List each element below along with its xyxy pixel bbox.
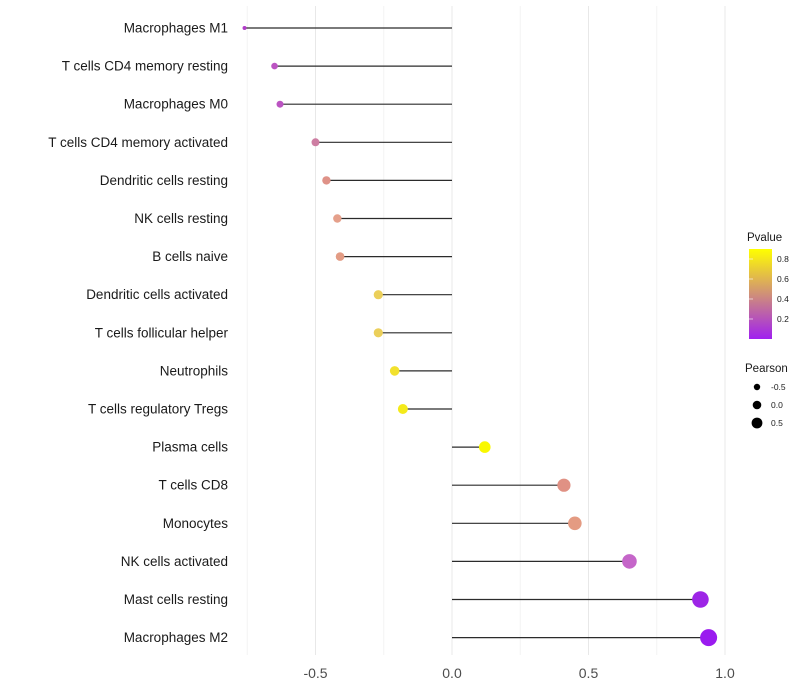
lollipop-point [478,441,491,453]
pearson-legend-dot [752,400,762,410]
lollipop-point [276,100,284,108]
y-axis-label: NK cells resting [134,211,228,226]
y-axis-label: T cells follicular helper [95,325,229,340]
lollipop-point [271,62,278,70]
y-axis-label: T cells CD4 memory activated [48,135,228,150]
pearson-legend-dot [751,417,763,429]
pearson-legend-label: 0.0 [771,400,783,410]
pvalue-colorbar [749,249,772,339]
lollipop-point [373,290,383,300]
pvalue-legend-title: Pvalue [747,232,782,244]
lollipop-point [242,26,247,30]
x-axis-tick-label: 1.0 [715,665,735,681]
y-axis-label: NK cells activated [121,554,228,569]
pearson-legend-label: 0.5 [771,418,783,428]
x-axis-tick-label: 0.5 [579,665,599,681]
x-axis-tick-label: -0.5 [303,665,327,681]
colorbar-tick-label: 0.2 [777,314,789,324]
lollipop-point [333,214,342,223]
colorbar-tick-label: 0.6 [777,274,789,284]
lollipop-point [568,516,582,531]
lollipop-point [322,176,331,185]
lollipop-point [335,252,345,261]
y-axis-label: Macrophages M0 [124,97,228,112]
lollipop-point [311,138,320,147]
lollipop-point [389,366,400,376]
y-axis-label: Macrophages M1 [124,21,228,36]
y-axis-label: Macrophages M2 [124,630,228,645]
lollipop-point [557,478,571,492]
y-axis-label: Monocytes [163,516,229,531]
colorbar-tick-label: 0.4 [777,294,789,304]
y-axis-label: Dendritic cells resting [100,173,228,188]
y-axis-label: Dendritic cells activated [86,287,228,302]
colorbar-tick-label: 0.8 [777,254,789,264]
lollipop-point [692,591,709,608]
lollipop-point [373,328,383,338]
y-axis-label: Mast cells resting [124,592,228,607]
y-axis-label: T cells regulatory Tregs [88,402,228,417]
pearson-legend-title: Pearson [745,363,788,375]
lollipop-point [397,404,408,414]
y-axis-label: Neutrophils [160,363,229,378]
lollipop-point [700,629,718,647]
y-axis-label: T cells CD4 memory resting [62,59,228,74]
y-axis-label: T cells CD8 [158,478,228,493]
pearson-legend-dot [753,383,761,391]
y-axis-label: Plasma cells [152,440,228,455]
pearson-legend-label: -0.5 [771,382,786,392]
lollipop-point [622,554,637,569]
y-axis-label: B cells naive [152,249,228,264]
x-axis-tick-label: 0.0 [442,665,462,681]
